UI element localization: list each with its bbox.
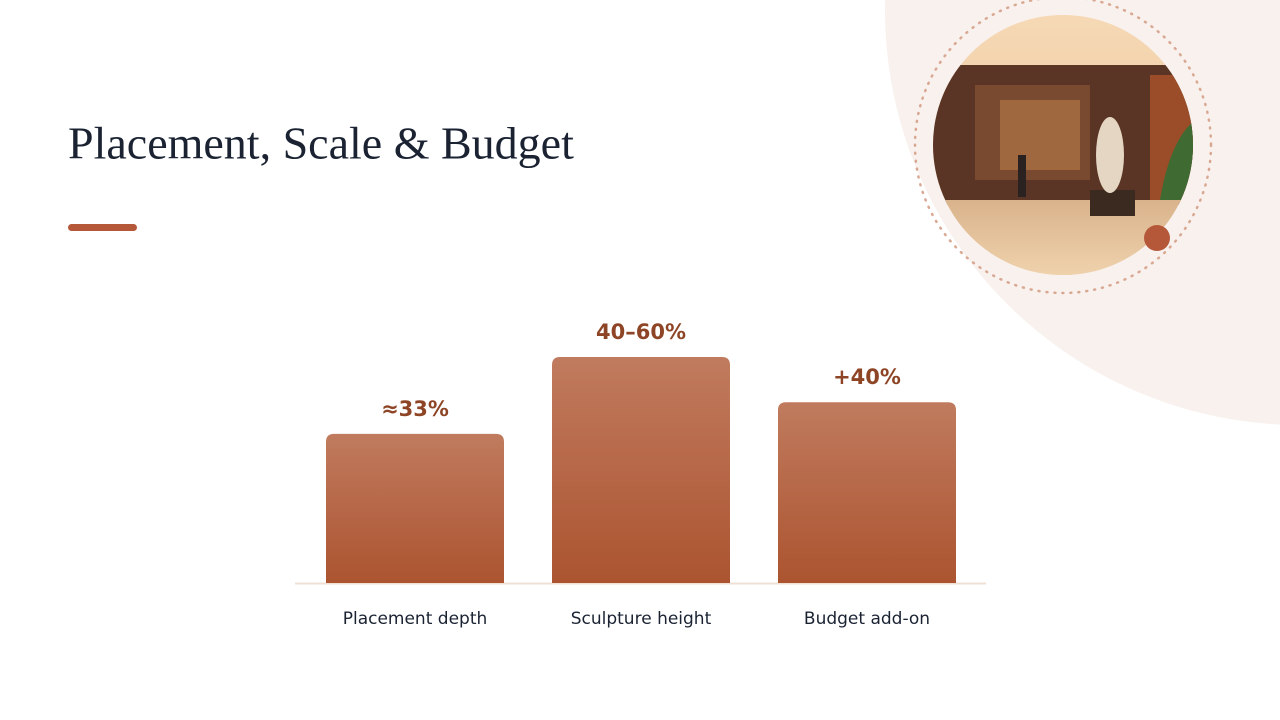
chart-title: Placement, Scale & Budget — [68, 118, 574, 169]
accent-dot — [1144, 225, 1170, 251]
x-tick-label: Placement depth — [343, 609, 488, 629]
bar — [778, 402, 956, 583]
value-label: +40% — [833, 365, 901, 389]
value-label: 40–60% — [596, 320, 686, 344]
x-tick-label: Budget add-on — [804, 609, 930, 629]
bar — [326, 433, 504, 583]
title-underline — [68, 224, 137, 231]
dotted-ring — [913, 0, 1213, 295]
value-label: ≈33% — [381, 397, 449, 421]
x-tick-label: Sculpture height — [571, 609, 712, 629]
bar — [552, 357, 730, 583]
